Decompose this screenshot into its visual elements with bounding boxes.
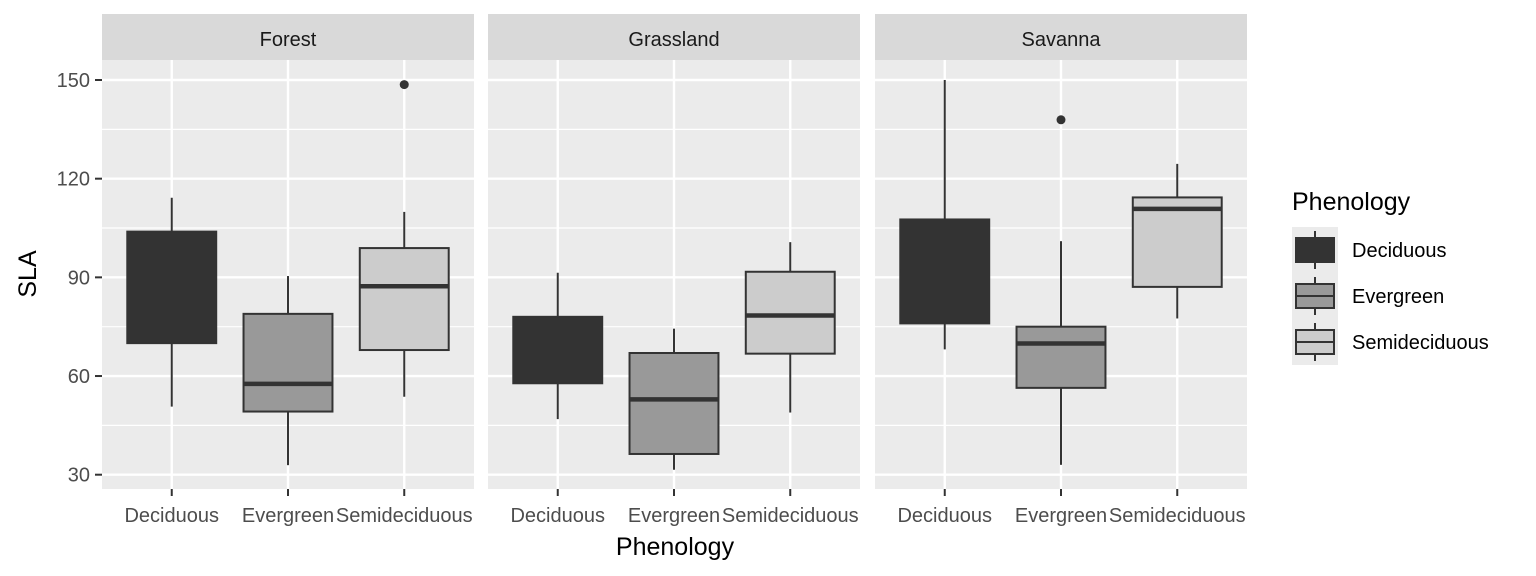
box-iqr <box>628 352 720 455</box>
y-tick-label: 90 <box>68 267 90 289</box>
legend-title: Phenology <box>1292 188 1411 216</box>
x-tick-label: Deciduous <box>124 505 219 527</box>
facet-panel-savanna: Savanna Deciduous Evergreen Semideciduous <box>875 14 1247 527</box>
facet-strip <box>102 14 474 60</box>
facet-strip <box>875 14 1247 60</box>
y-axis: 30 60 90 120 150 <box>57 70 102 487</box>
legend: Phenology Deciduous Evergreen Semideciduou… <box>1292 188 1489 365</box>
facet-strip <box>488 14 860 60</box>
boxplot-evergreen <box>628 328 720 470</box>
x-tick-label: Evergreen <box>1015 505 1107 527</box>
x-tick-label: Semideciduous <box>336 505 473 527</box>
legend-item-deciduous: Deciduous <box>1295 231 1447 269</box>
box-iqr <box>744 270 836 355</box>
x-tick-label: Semideciduous <box>722 505 859 527</box>
y-tick-label: 120 <box>57 169 90 191</box>
boxplot-deciduous <box>512 272 604 420</box>
y-tick-label: 30 <box>68 465 90 487</box>
x-tick-label: Evergreen <box>242 505 334 527</box>
x-tick-label: Evergreen <box>628 505 720 527</box>
x-tick-label: Semideciduous <box>1109 505 1246 527</box>
facet-strip-label: Savanna <box>1022 29 1102 51</box>
box-iqr <box>242 312 334 413</box>
outlier-point <box>1056 115 1066 125</box>
legend-item-evergreen: Evergreen <box>1295 277 1444 315</box>
boxplot-evergreen <box>242 276 334 466</box>
y-axis-title: SLA <box>14 250 42 298</box>
boxplot-semideciduous <box>1131 163 1223 319</box>
box-iqr <box>358 247 450 352</box>
x-tick-label: Deciduous <box>897 505 992 527</box>
box-iqr <box>1131 196 1223 288</box>
facet-panel-grassland: Grassland Deciduous Evergreen Semideciduous <box>488 14 860 527</box>
facet-strip-label: Grassland <box>628 29 719 51</box>
box-iqr <box>1015 325 1107 389</box>
legend-label: Semideciduous <box>1352 332 1489 354</box>
legend-item-semideciduous: Semideciduous <box>1295 323 1489 361</box>
boxplot-deciduous <box>126 197 218 407</box>
boxplot-semideciduous <box>358 80 450 397</box>
outlier-point <box>399 80 409 90</box>
x-tick-label: Deciduous <box>510 505 605 527</box>
boxplot-semideciduous <box>744 242 836 413</box>
y-tick-label: 150 <box>57 70 90 92</box>
facet-strip-label: Forest <box>260 29 317 51</box>
facet-panel-forest: Forest Deciduous Evergreen Semideciduous <box>102 14 474 527</box>
x-axis-title: Phenology <box>616 533 735 561</box>
y-tick-label: 60 <box>68 366 90 388</box>
legend-label: Evergreen <box>1352 286 1444 308</box>
boxplot-deciduous <box>899 80 991 350</box>
legend-label: Deciduous <box>1352 240 1447 262</box>
boxplot-evergreen <box>1015 115 1107 465</box>
